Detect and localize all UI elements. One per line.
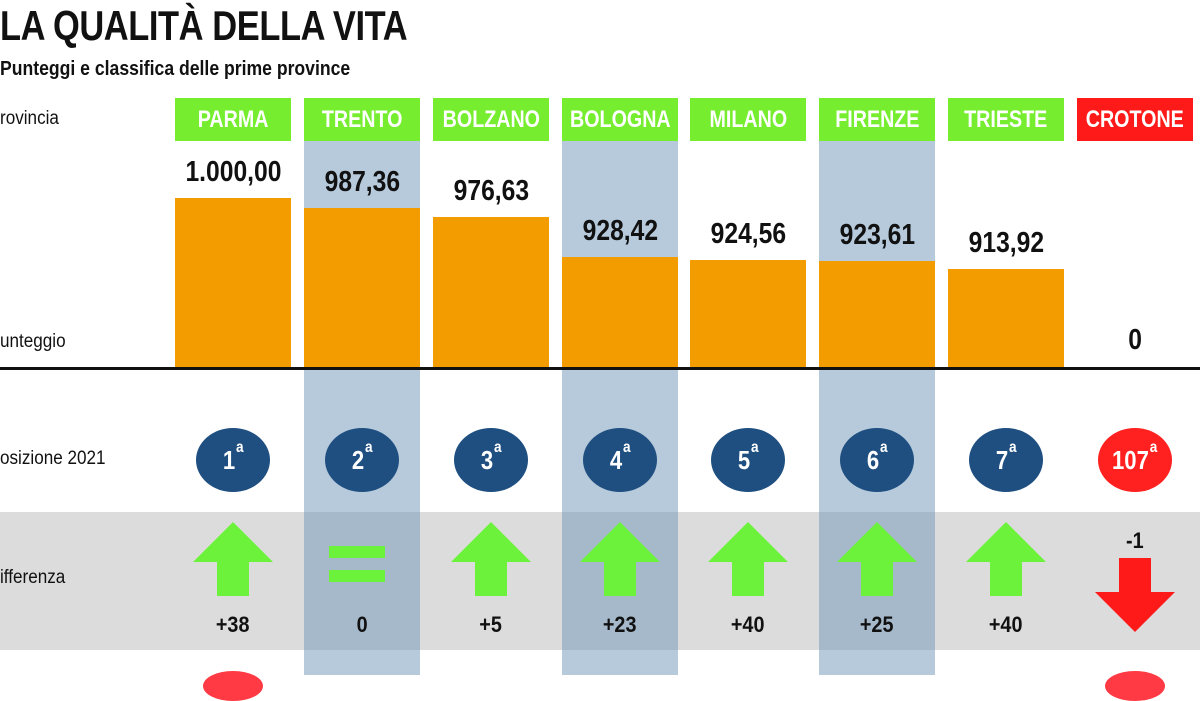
province-header: BOLZANO	[433, 98, 549, 141]
score-value-label: 976,63	[453, 175, 529, 208]
row-label-provincia: rovincia	[0, 108, 59, 129]
change-value-label: +23	[603, 612, 637, 637]
rank-badge: 3a	[454, 428, 528, 492]
row-label-punteggio: unteggio	[0, 331, 66, 352]
row-label-differenza: ifferenza	[0, 567, 66, 588]
score-bar	[433, 217, 549, 367]
arrow-up-icon	[966, 522, 1046, 596]
province-header: CROTONE	[1077, 98, 1193, 141]
next-row-badge-partial	[1105, 671, 1165, 701]
change-value-label: +25	[860, 612, 894, 637]
score-value-label: 923,61	[839, 219, 915, 252]
arrow-up-icon	[580, 522, 660, 596]
chart-subtitle: Punteggi e classifica delle prime provin…	[0, 58, 351, 80]
arrow-up-icon	[837, 522, 917, 596]
province-name: TRENTO	[321, 105, 403, 133]
change-value-label: +38	[216, 612, 250, 637]
province-header: TRIESTE	[948, 98, 1064, 141]
rank-badge: 107a	[1098, 428, 1172, 492]
arrow-up-icon	[193, 522, 273, 596]
rank-badge: 1a	[196, 428, 270, 492]
arrow-up-icon	[451, 522, 531, 596]
rank-badge: 6a	[840, 428, 914, 492]
rank-badge: 5a	[711, 428, 785, 492]
province-header: TRENTO	[304, 98, 420, 141]
province-header: BOLOGNA	[562, 98, 678, 141]
province-name: FIRENZE	[834, 105, 920, 133]
province-header: PARMA	[175, 98, 291, 141]
score-value-label: 913,92	[968, 227, 1044, 260]
score-value-label: 924,56	[710, 218, 786, 251]
score-bar	[690, 260, 806, 367]
equal-icon	[329, 546, 385, 582]
province-name: BOLOGNA	[569, 105, 671, 133]
score-value-label: 987,36	[324, 166, 400, 199]
province-name: CROTONE	[1085, 105, 1185, 133]
rank-badge: 2a	[325, 428, 399, 492]
province-name: MILANO	[709, 105, 787, 133]
province-header: MILANO	[690, 98, 806, 141]
score-bar	[948, 269, 1064, 367]
next-row-badge-partial	[203, 671, 263, 701]
score-bar	[304, 208, 420, 367]
province-header: FIRENZE	[819, 98, 935, 141]
arrow-down-icon	[1095, 558, 1175, 632]
score-bar	[819, 261, 935, 367]
province-name: PARMA	[197, 105, 269, 133]
chart-baseline	[0, 367, 1200, 370]
rank-badge: 7a	[969, 428, 1043, 492]
change-value-label: +5	[479, 612, 503, 637]
row-label-posizione: osizione 2021	[0, 448, 106, 469]
score-bar	[175, 198, 291, 367]
score-bar	[562, 257, 678, 367]
arrow-up-icon	[708, 522, 788, 596]
change-value-label: -1	[1126, 528, 1144, 553]
province-name: TRIESTE	[964, 105, 1048, 133]
province-name: BOLZANO	[442, 105, 540, 133]
score-value-label: 0	[1128, 324, 1142, 356]
score-value-label: 928,42	[582, 215, 658, 248]
score-value-label: 1.000,00	[185, 156, 281, 188]
change-value-label: +40	[731, 612, 765, 637]
change-value-label: +40	[989, 612, 1023, 637]
chart-title: LA QUALITÀ DELLA VITA	[0, 2, 408, 49]
rank-badge: 4a	[583, 428, 657, 492]
change-value-label: 0	[356, 612, 368, 637]
